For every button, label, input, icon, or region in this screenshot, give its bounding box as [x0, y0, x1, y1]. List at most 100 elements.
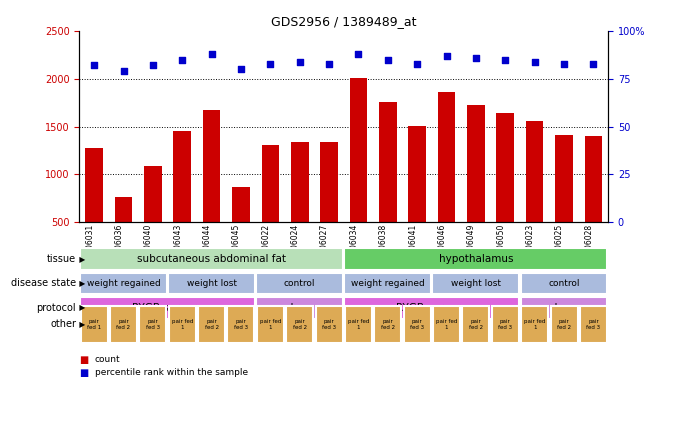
- Bar: [375, 306, 401, 342]
- Text: weight regained: weight regained: [351, 279, 425, 288]
- Text: pair
fed 1: pair fed 1: [87, 319, 101, 329]
- Point: [588, 60, 599, 67]
- Text: pair
fed 2: pair fed 2: [293, 319, 307, 329]
- Bar: [526, 121, 543, 270]
- Text: pair
fed 2: pair fed 2: [469, 319, 483, 329]
- Text: RYGB surgery: RYGB surgery: [397, 303, 467, 313]
- Bar: [115, 197, 132, 270]
- Text: subcutaneous abdominal fat: subcutaneous abdominal fat: [137, 254, 286, 264]
- Bar: [81, 306, 108, 342]
- Bar: [110, 306, 137, 342]
- Bar: [316, 306, 343, 342]
- Text: pair
fed 3: pair fed 3: [410, 319, 424, 329]
- Text: sham: sham: [550, 303, 578, 313]
- Bar: [256, 297, 343, 318]
- Bar: [520, 273, 607, 294]
- Bar: [433, 306, 460, 342]
- Bar: [256, 273, 343, 294]
- Point: [118, 67, 129, 75]
- Bar: [261, 145, 279, 270]
- Text: hypothalamus: hypothalamus: [439, 254, 513, 264]
- Bar: [437, 92, 455, 270]
- Bar: [286, 306, 313, 342]
- Point: [412, 60, 423, 67]
- Bar: [80, 273, 167, 294]
- Bar: [144, 166, 162, 270]
- Bar: [202, 110, 220, 270]
- Point: [265, 60, 276, 67]
- Text: pair fed
1: pair fed 1: [436, 319, 457, 329]
- Bar: [520, 297, 607, 318]
- Bar: [551, 306, 578, 342]
- Bar: [169, 306, 196, 342]
- Bar: [198, 306, 225, 342]
- Bar: [232, 186, 249, 270]
- Bar: [433, 273, 520, 294]
- Bar: [344, 297, 520, 318]
- Text: ▶: ▶: [77, 320, 85, 329]
- Text: count: count: [95, 355, 120, 364]
- Point: [206, 51, 217, 58]
- Point: [382, 56, 393, 63]
- Point: [441, 52, 452, 59]
- Text: ■: ■: [79, 368, 88, 378]
- Text: weight lost: weight lost: [187, 279, 236, 288]
- Text: pair fed
1: pair fed 1: [524, 319, 545, 329]
- Bar: [350, 78, 367, 270]
- Text: pair
fed 3: pair fed 3: [498, 319, 512, 329]
- Point: [471, 54, 482, 61]
- Text: pair fed
1: pair fed 1: [171, 319, 193, 329]
- Bar: [462, 306, 489, 342]
- Bar: [467, 105, 484, 270]
- Bar: [555, 135, 573, 270]
- Bar: [344, 273, 431, 294]
- Bar: [320, 142, 338, 270]
- Text: pair fed
1: pair fed 1: [348, 319, 369, 329]
- Bar: [80, 249, 343, 270]
- Text: pair
fed 2: pair fed 2: [205, 319, 218, 329]
- Text: disease state: disease state: [11, 278, 76, 289]
- Text: pair
fed 3: pair fed 3: [146, 319, 160, 329]
- Bar: [345, 306, 372, 342]
- Bar: [585, 136, 602, 270]
- Title: GDS2956 / 1389489_at: GDS2956 / 1389489_at: [271, 16, 417, 28]
- Bar: [291, 142, 308, 270]
- Text: protocol: protocol: [37, 303, 76, 313]
- Bar: [173, 131, 191, 270]
- Point: [353, 51, 364, 58]
- Bar: [379, 102, 397, 270]
- Bar: [404, 306, 430, 342]
- Point: [177, 56, 188, 63]
- Text: other: other: [50, 319, 76, 329]
- Bar: [227, 306, 254, 342]
- Bar: [85, 148, 103, 270]
- Point: [236, 66, 247, 73]
- Point: [88, 62, 100, 69]
- Bar: [168, 273, 255, 294]
- Bar: [257, 306, 284, 342]
- Text: ▶: ▶: [77, 279, 85, 288]
- Point: [558, 60, 569, 67]
- Text: sham: sham: [285, 303, 314, 313]
- Text: pair
fed 2: pair fed 2: [557, 319, 571, 329]
- Text: pair fed
1: pair fed 1: [260, 319, 281, 329]
- Bar: [496, 113, 514, 270]
- Bar: [344, 249, 607, 270]
- Text: pair
fed 2: pair fed 2: [117, 319, 131, 329]
- Text: control: control: [548, 279, 580, 288]
- Point: [500, 56, 511, 63]
- Text: pair
fed 3: pair fed 3: [587, 319, 600, 329]
- Text: pair
fed 3: pair fed 3: [234, 319, 248, 329]
- Point: [294, 58, 305, 65]
- Point: [323, 60, 334, 67]
- Text: weight lost: weight lost: [451, 279, 501, 288]
- Text: pair
fed 3: pair fed 3: [322, 319, 336, 329]
- Bar: [492, 306, 519, 342]
- Bar: [408, 126, 426, 270]
- Text: weight regained: weight regained: [86, 279, 160, 288]
- Bar: [521, 306, 548, 342]
- Point: [529, 58, 540, 65]
- Bar: [580, 306, 607, 342]
- Text: control: control: [284, 279, 316, 288]
- Text: ▶: ▶: [77, 303, 85, 313]
